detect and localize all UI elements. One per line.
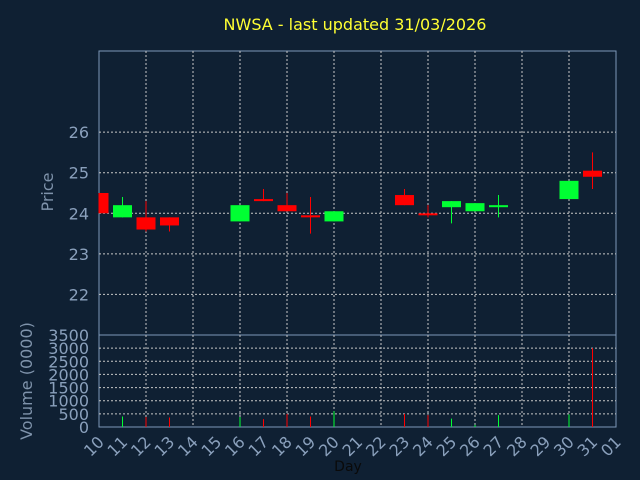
candle-body xyxy=(254,199,273,202)
price-plot-frame xyxy=(98,50,617,336)
price-tick-label: 23 xyxy=(69,245,89,264)
volume-tick-label: 2500 xyxy=(48,352,89,371)
volume-tick-label: 1000 xyxy=(48,392,89,411)
price-tick-label: 22 xyxy=(69,285,89,304)
candle-body xyxy=(418,213,438,216)
x-ticks: 1011121314151617181920212223242526272829… xyxy=(80,432,625,460)
candle-body xyxy=(99,193,109,214)
candle-body xyxy=(230,205,250,222)
chart-title: NWSA - last updated 31/03/2026 xyxy=(224,15,487,34)
price-y-ticks: 22 23 24 25 26 xyxy=(69,123,89,304)
price-axis-label: Price xyxy=(38,172,57,211)
candle-body xyxy=(160,217,179,226)
candle-body xyxy=(489,205,508,208)
volume-bars xyxy=(122,348,593,427)
x-axis-label: Day xyxy=(334,459,362,475)
volume-tick-label: 3000 xyxy=(48,339,89,358)
candle-body xyxy=(465,203,485,212)
candle-body xyxy=(583,170,602,177)
volume-axis-label: Volume (0000) xyxy=(17,322,36,440)
candle-body xyxy=(277,205,297,212)
volume-grid xyxy=(99,335,616,427)
price-tick-label: 25 xyxy=(69,164,89,183)
price-panel: 22 23 24 25 26 Price xyxy=(38,50,617,336)
volume-tick-label: 500 xyxy=(58,405,89,424)
candle-body xyxy=(559,180,579,200)
candle-body xyxy=(324,211,344,222)
price-grid xyxy=(99,51,616,335)
volume-tick-label: 1500 xyxy=(48,379,89,398)
candle-body xyxy=(136,217,156,230)
x-tick-label: 01 xyxy=(597,432,625,460)
volume-tick-label: 3500 xyxy=(48,326,89,345)
price-tick-label: 24 xyxy=(69,204,89,223)
candles xyxy=(98,152,602,234)
volume-tick-label: 2000 xyxy=(48,365,89,384)
candle-body xyxy=(301,215,320,218)
volume-tick-label: 0 xyxy=(79,418,89,437)
candle-body xyxy=(442,201,461,208)
volume-plot-frame xyxy=(98,334,617,428)
candle-body xyxy=(113,205,132,218)
candle-body xyxy=(395,195,414,206)
price-tick-label: 26 xyxy=(69,123,89,142)
